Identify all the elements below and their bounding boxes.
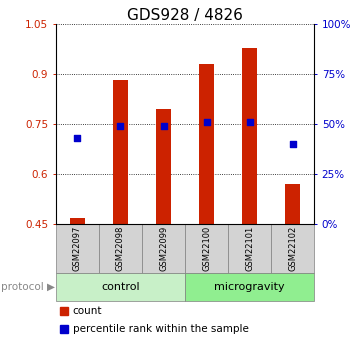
Text: GSM22101: GSM22101 [245, 226, 254, 271]
Text: microgravity: microgravity [214, 282, 285, 292]
Title: GDS928 / 4826: GDS928 / 4826 [127, 8, 243, 23]
Bar [242, 48, 257, 224]
Bar [271, 224, 314, 273]
Text: GSM22099: GSM22099 [159, 226, 168, 271]
Bar [285, 184, 300, 224]
Bar [199, 64, 214, 224]
Bar [113, 80, 128, 224]
Bar [70, 218, 85, 224]
Bar [228, 224, 271, 273]
Point [161, 123, 166, 129]
Bar [56, 273, 185, 302]
Bar [142, 224, 185, 273]
Bar [185, 273, 314, 302]
Bar [185, 224, 228, 273]
Text: GSM22102: GSM22102 [288, 226, 297, 271]
Bar [99, 224, 142, 273]
Point [204, 119, 209, 125]
Point [75, 135, 81, 141]
Text: control: control [101, 282, 140, 292]
Point [290, 141, 295, 147]
Text: GSM22098: GSM22098 [116, 226, 125, 271]
Bar [156, 109, 171, 224]
Point [118, 123, 123, 129]
Text: GSM22097: GSM22097 [73, 226, 82, 271]
Text: GSM22100: GSM22100 [202, 226, 211, 271]
Point [247, 119, 252, 125]
Text: count: count [73, 306, 102, 316]
Text: percentile rank within the sample: percentile rank within the sample [73, 324, 249, 334]
Text: protocol ▶: protocol ▶ [1, 282, 55, 292]
Bar [56, 224, 99, 273]
